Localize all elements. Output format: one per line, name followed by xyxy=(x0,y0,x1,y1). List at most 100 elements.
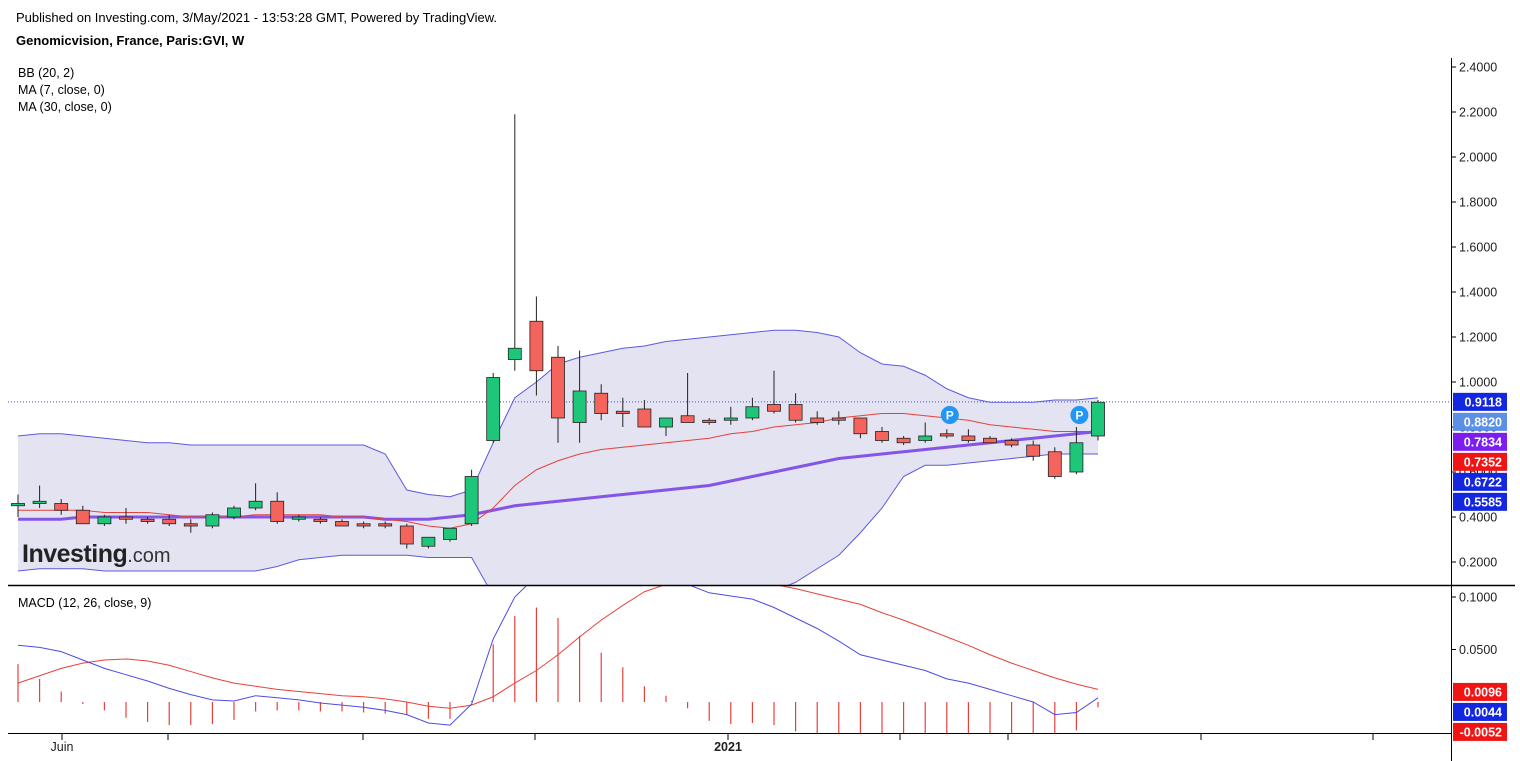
candle xyxy=(594,384,609,421)
candle xyxy=(659,417,673,436)
price-tick-label: 0.2000 xyxy=(1459,556,1497,570)
candle xyxy=(399,523,414,549)
candle xyxy=(529,296,544,396)
candle-body-down xyxy=(378,523,393,527)
candle xyxy=(11,494,25,517)
candle xyxy=(443,527,457,542)
candle xyxy=(918,422,933,443)
candle-body-up xyxy=(486,377,501,441)
candle-body-down xyxy=(702,419,717,423)
candle-body-up xyxy=(1069,442,1084,473)
price-tick-label: 1.2000 xyxy=(1459,331,1497,345)
price-tag: 0.0044 xyxy=(1453,702,1507,721)
candle-body-up xyxy=(248,500,263,509)
candle-body-down xyxy=(615,410,630,414)
candle xyxy=(702,418,717,425)
price-tick-label: 1.0000 xyxy=(1459,376,1497,390)
candle-body-down xyxy=(767,404,781,412)
candle xyxy=(162,514,177,526)
candle-body-up xyxy=(572,390,587,423)
candle-body-down xyxy=(983,437,997,444)
candle-body-down xyxy=(853,417,868,435)
candle xyxy=(637,400,652,428)
price-tick-label: 1.8000 xyxy=(1459,196,1497,210)
candle-body-down xyxy=(162,518,177,525)
candle-body-down xyxy=(183,523,198,527)
price-tag: 0.9118 xyxy=(1453,392,1507,411)
price-tag-bg xyxy=(1453,702,1507,721)
candle-body-down xyxy=(399,525,414,545)
price-tag-bg xyxy=(1453,452,1507,471)
price-tag-bg xyxy=(1453,432,1507,451)
candle xyxy=(1069,427,1084,475)
candle-body-up xyxy=(227,507,241,518)
candle-body-up xyxy=(723,417,738,421)
pivot-label: P xyxy=(946,409,954,423)
macd-pane xyxy=(17,586,1099,733)
candle xyxy=(421,536,436,549)
ma7-indicator-label[interactable]: MA (7, close, 0) xyxy=(18,83,105,97)
price-tag-label: 0.0096 xyxy=(1464,685,1502,699)
candle xyxy=(615,397,630,427)
candle xyxy=(767,370,781,414)
candle xyxy=(313,517,328,524)
candle xyxy=(183,519,198,533)
price-tag-bg xyxy=(1453,392,1507,411)
pivot-label: P xyxy=(1075,409,1083,423)
candle xyxy=(378,521,393,529)
candle-body-up xyxy=(918,435,933,441)
price-tag: 0.7352 xyxy=(1453,452,1507,471)
candle-body-down xyxy=(551,356,565,419)
candle-body-down xyxy=(313,518,328,522)
price-tag-label: 0.7352 xyxy=(1464,455,1502,469)
time-tick-label: Juin xyxy=(51,740,74,754)
candle-body-down xyxy=(961,435,976,441)
price-tag-bg xyxy=(1453,682,1507,701)
price-tag-label: -0.0052 xyxy=(1460,725,1502,739)
candle-body-down xyxy=(140,518,155,522)
price-tick-label: 2.0000 xyxy=(1459,151,1497,165)
price-tag: 0.6722 xyxy=(1453,472,1507,491)
candle xyxy=(97,514,112,526)
price-tag-label: 0.8820 xyxy=(1464,415,1502,429)
candle-body-down xyxy=(788,404,803,421)
logo-brand: Investing xyxy=(22,540,128,568)
price-tag-label: 0.9118 xyxy=(1464,395,1502,409)
candle xyxy=(551,346,565,443)
candle xyxy=(1091,400,1105,441)
ma7-line xyxy=(18,413,1098,529)
price-tick-label: 2.2000 xyxy=(1459,106,1497,120)
candle xyxy=(291,514,306,522)
price-tag: 0.5585 xyxy=(1453,492,1507,511)
price-tick-label: 1.6000 xyxy=(1459,241,1497,255)
candle-body-down xyxy=(1004,440,1019,446)
time-tick-label: 2021 xyxy=(714,740,742,754)
candle xyxy=(983,436,997,444)
candle-body-up xyxy=(97,516,112,525)
macd-indicator-label[interactable]: MACD (12, 26, close, 9) xyxy=(18,596,152,610)
price-tag: 0.8820 xyxy=(1453,412,1507,431)
candle-body-down xyxy=(529,320,544,372)
pivot-circle xyxy=(1070,406,1089,424)
price-tag: 0.7834 xyxy=(1453,432,1507,451)
axes: 2.4000 2.2000 2.0000 1.8000 1.6000 1.4000 1.20… xyxy=(8,58,1515,761)
price-tick-label: 1.4000 xyxy=(1459,286,1497,300)
candle-body-up xyxy=(291,516,306,520)
candle xyxy=(680,373,695,423)
candle xyxy=(896,436,911,445)
bb-indicator-label[interactable]: BB (20, 2) xyxy=(18,66,75,80)
candle xyxy=(723,406,738,425)
candle xyxy=(875,427,889,443)
candle-body-down xyxy=(680,415,695,423)
price-tick-label: 0.4000 xyxy=(1459,511,1497,525)
published-line: Published on Investing.com, 3/May/2021 -… xyxy=(16,10,498,25)
candle xyxy=(939,429,954,439)
pivot-marker: P xyxy=(1070,406,1089,424)
candle-body-down xyxy=(54,503,69,511)
candle xyxy=(356,521,371,529)
price-tag-label: 0.5585 xyxy=(1464,495,1502,509)
candle xyxy=(75,505,90,525)
candle-body-up xyxy=(421,536,436,547)
ma30-indicator-label[interactable]: MA (30, close, 0) xyxy=(18,100,112,114)
